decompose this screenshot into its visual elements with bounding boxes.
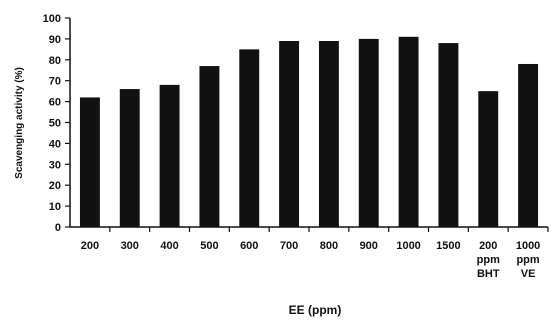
y-tick-label: 50 bbox=[49, 118, 61, 130]
bar bbox=[438, 43, 459, 227]
y-axis: 0 10 20 30 40 50 60 70 80 90 100 bbox=[43, 13, 71, 234]
bar bbox=[398, 36, 419, 228]
x-tick-label: 1500 bbox=[436, 240, 460, 252]
bar-series bbox=[79, 36, 539, 228]
bar bbox=[478, 91, 499, 228]
x-tick-label: 1000 bbox=[516, 240, 540, 252]
x-tick-label: BHT bbox=[477, 268, 500, 280]
y-tick-label: 60 bbox=[49, 97, 61, 109]
y-tick-label: 0 bbox=[55, 222, 61, 234]
bar bbox=[358, 38, 379, 228]
bar bbox=[119, 89, 140, 227]
x-tick-label: ppm bbox=[477, 254, 500, 266]
x-tick-label: 200 bbox=[479, 240, 497, 252]
x-tick-label: 300 bbox=[121, 240, 139, 252]
bar bbox=[199, 66, 220, 227]
x-tick-label: 200 bbox=[81, 240, 99, 252]
bar bbox=[518, 63, 539, 228]
y-tick-label: 70 bbox=[49, 76, 61, 88]
y-tick-label: 80 bbox=[49, 55, 61, 67]
bar bbox=[239, 49, 260, 227]
bar bbox=[279, 40, 300, 227]
y-tick-label: 90 bbox=[49, 34, 61, 46]
x-tick-label: ppm bbox=[516, 254, 539, 266]
x-tick-label: 1000 bbox=[396, 240, 420, 252]
y-tick-label: 40 bbox=[49, 138, 61, 150]
bar bbox=[79, 97, 100, 227]
bar bbox=[159, 84, 180, 227]
bar bbox=[318, 40, 339, 227]
y-tick-label: 20 bbox=[49, 180, 61, 192]
x-tick-label: 800 bbox=[320, 240, 338, 252]
y-tick-label: 100 bbox=[43, 13, 61, 25]
x-tick-label: 900 bbox=[360, 240, 378, 252]
y-axis-label: Scavenging activity (%) bbox=[14, 67, 25, 179]
x-tick-label: 700 bbox=[280, 240, 298, 252]
y-tick-label: 30 bbox=[49, 159, 61, 171]
x-tick-label: 500 bbox=[200, 240, 218, 252]
x-tick-labels: 200 300 400 500 600 700 800 900 1000 1500 200 ppm BH… bbox=[81, 240, 541, 280]
x-axis bbox=[70, 226, 549, 232]
y-tick-label: 10 bbox=[49, 201, 61, 213]
x-tick-label: VE bbox=[521, 268, 536, 280]
x-axis-label: EE (ppm) bbox=[289, 303, 342, 317]
x-tick-label: 400 bbox=[160, 240, 178, 252]
x-tick-label: 600 bbox=[240, 240, 258, 252]
